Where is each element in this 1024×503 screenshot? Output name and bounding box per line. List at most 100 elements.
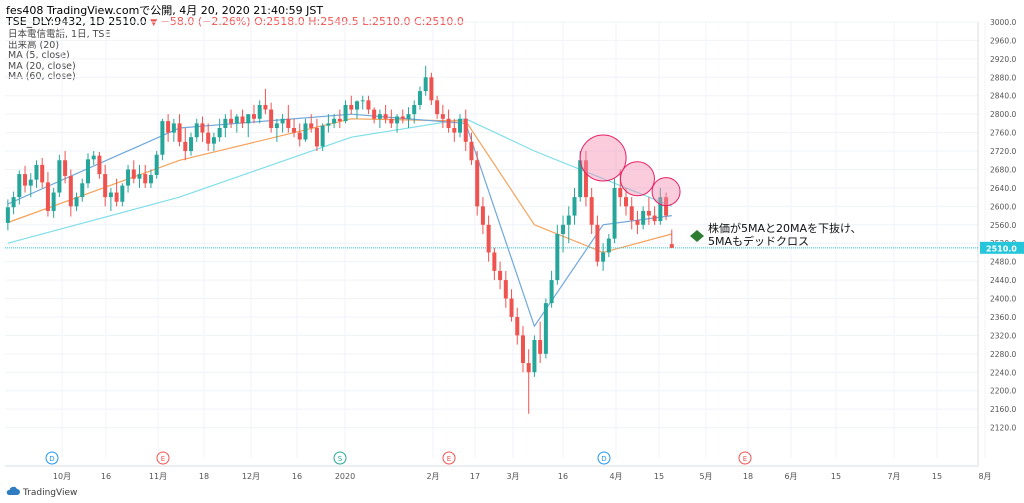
candle-body <box>475 160 480 207</box>
candle-body <box>40 164 45 183</box>
candle-body <box>263 104 268 110</box>
candle-body <box>555 234 560 281</box>
y-tick-label: 2480.0 <box>990 258 1016 267</box>
candle-body <box>303 123 308 140</box>
candle-body <box>383 114 388 119</box>
candle-body <box>440 114 445 119</box>
candle-body <box>366 100 371 110</box>
candle-body <box>561 224 566 234</box>
x-tick-label: 16 <box>101 472 111 481</box>
candle-body <box>80 183 85 198</box>
candle-body <box>412 104 417 115</box>
y-tick-label: 2600.0 <box>990 202 1016 211</box>
x-tick-label: 16 <box>558 472 568 481</box>
candle-body <box>641 210 646 225</box>
x-tick-label: 12月 <box>242 472 260 481</box>
candle-body <box>349 104 354 110</box>
event-marker-icon <box>333 451 347 465</box>
y-tick-label: 3000.0 <box>990 18 1016 27</box>
candle-body <box>435 100 440 115</box>
candle-body <box>498 270 503 281</box>
ma20-line <box>7 118 672 254</box>
candle-body <box>246 114 251 124</box>
y-tick-label: 2400.0 <box>990 295 1016 304</box>
candle-body <box>538 340 543 354</box>
candle-body <box>131 169 136 179</box>
candle-body <box>63 160 68 176</box>
candle-body <box>646 210 651 216</box>
candle-body <box>400 116 405 119</box>
diamond-icon <box>690 230 704 242</box>
legend-ma5[interactable]: MA (5, close) <box>8 50 70 61</box>
candle-body <box>360 100 365 102</box>
x-tick-label: 17 <box>470 472 480 481</box>
candle-body <box>23 174 28 186</box>
y-tick-label: 2680.0 <box>990 165 1016 174</box>
candle-body <box>114 192 119 202</box>
candle-body <box>103 174 108 198</box>
candle-body <box>45 182 50 211</box>
annotation-line2: 5MAもデッドクロス <box>708 234 809 248</box>
y-tick-label: 2800.0 <box>990 110 1016 119</box>
candle-body <box>612 187 617 239</box>
candle-body <box>183 141 188 152</box>
candle-body <box>572 197 577 216</box>
candle-body <box>154 154 159 176</box>
publish-info: fes408 TradingView.comで公開, 4月 20, 2020 2… <box>6 4 324 17</box>
candle-body <box>503 280 508 299</box>
candle-body <box>486 224 491 253</box>
candle-body <box>526 363 531 373</box>
candle-body <box>292 128 297 133</box>
event-marker-icon <box>738 451 752 465</box>
candle-body <box>91 155 96 160</box>
event-marker-label: E <box>743 455 747 463</box>
candle-body <box>652 215 657 222</box>
x-tick-label: 4月 <box>609 472 622 481</box>
candle-body <box>601 252 606 262</box>
candle-body <box>211 137 216 144</box>
y-tick-label: 2640.0 <box>990 184 1016 193</box>
legend-ma60[interactable]: MA (60, close) <box>8 71 76 82</box>
candle-body <box>177 123 182 142</box>
candle-body <box>309 123 314 128</box>
y-tick-label: 2720.0 <box>990 147 1016 156</box>
annotation-line1: 株価が5MAと20MAを下抜け、 <box>708 221 861 235</box>
y-tick-label: 2160.0 <box>990 405 1016 414</box>
footer-brand: TradingView <box>6 486 77 499</box>
y-tick-label: 2760.0 <box>990 129 1016 138</box>
x-tick-label: 11月 <box>149 472 167 481</box>
candle-body <box>120 185 125 202</box>
candle-body <box>57 160 62 193</box>
legend-symbol[interactable]: 日本電信電話, 1日, TSE <box>8 29 111 40</box>
legend-volume[interactable]: 出来高 (20) <box>8 39 60 51</box>
y-tick-label: 2240.0 <box>990 368 1016 377</box>
candle-body <box>549 280 554 304</box>
candle-body <box>463 118 468 142</box>
y-tick-label: 2200.0 <box>990 387 1016 396</box>
candle-body <box>11 197 16 208</box>
candle-body <box>578 160 583 198</box>
candle-body <box>332 118 337 124</box>
candle-body <box>543 303 548 354</box>
candle-body <box>171 123 176 133</box>
x-tick-label: 7月 <box>887 472 900 481</box>
event-marker-label: E <box>447 455 451 463</box>
candle-body <box>520 335 525 364</box>
event-marker-icon <box>597 451 611 465</box>
candle-body <box>5 207 10 223</box>
y-tick-label: 2440.0 <box>990 276 1016 285</box>
highlight-circle <box>619 161 655 197</box>
candle-body <box>28 179 33 186</box>
x-tick-label: 6月 <box>784 472 797 481</box>
candle-body <box>480 206 485 225</box>
candle-body <box>469 141 474 161</box>
candle-body <box>257 104 262 119</box>
candle-body <box>458 118 463 133</box>
candle-body <box>234 116 239 124</box>
candle-body <box>217 128 222 138</box>
candle-body <box>126 169 131 186</box>
legend-ma20[interactable]: MA (20, close) <box>8 60 76 72</box>
candle-body <box>583 160 588 198</box>
candle-body <box>240 116 245 124</box>
